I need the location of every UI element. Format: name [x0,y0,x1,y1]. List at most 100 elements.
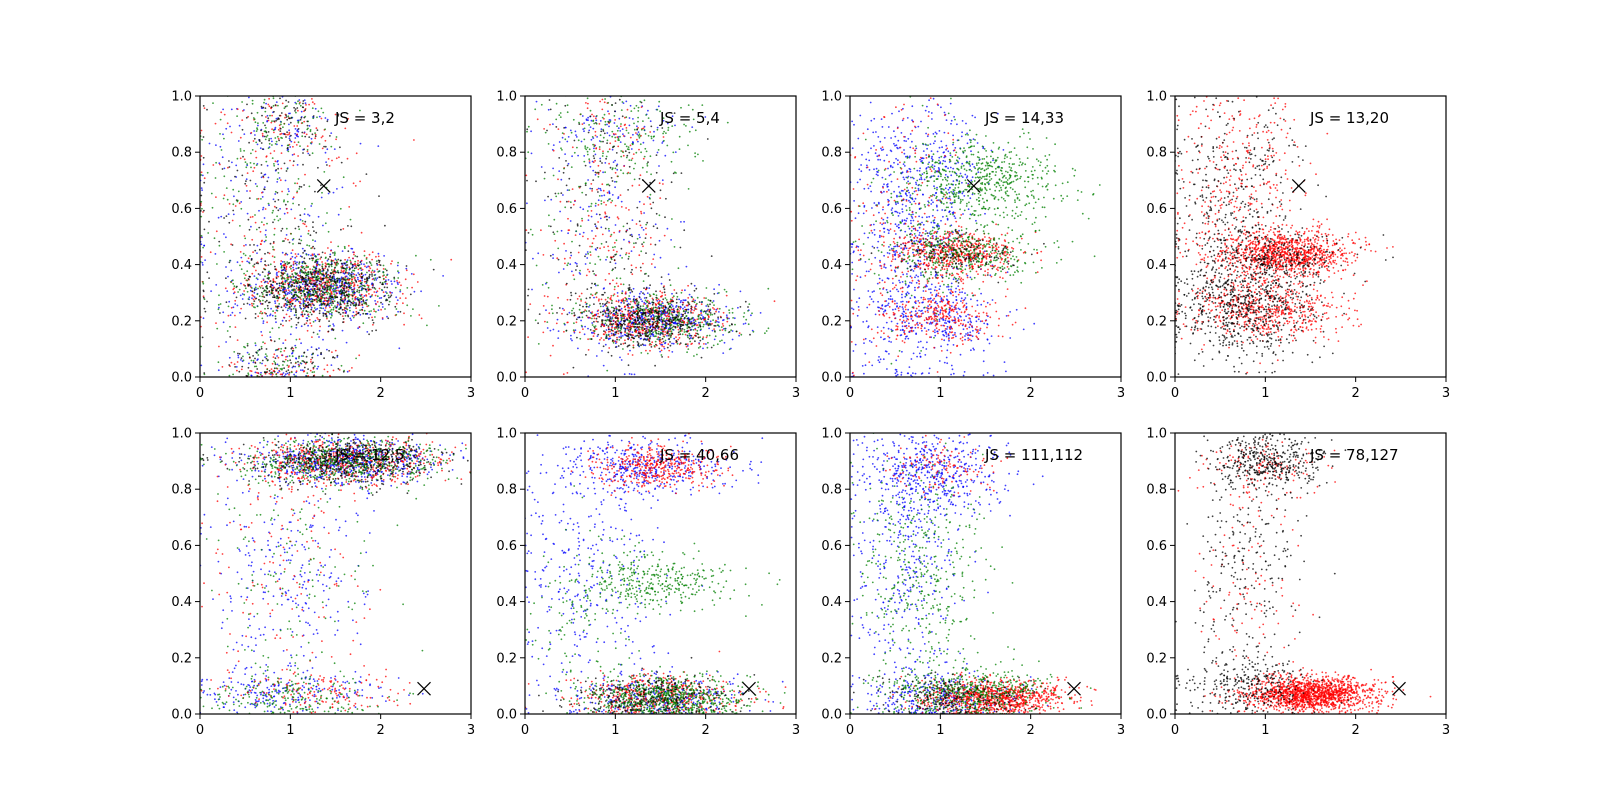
data-point [652,333,655,336]
data-point [376,264,379,266]
data-point [557,128,560,131]
data-point [345,264,347,267]
data-point [222,197,225,200]
data-point [327,230,330,233]
data-point [398,281,401,284]
data-point [658,165,660,167]
data-point [206,271,209,274]
data-point [284,299,287,301]
data-point [316,333,319,335]
data-point [540,166,543,168]
data-point [274,281,277,283]
data-point [223,217,226,219]
data-point [341,250,344,253]
data-point [637,140,639,143]
data-point [684,289,686,292]
data-point [296,164,299,166]
data-point [292,66,294,68]
data-point [293,285,296,288]
data-point [587,214,590,217]
data-point [332,308,335,311]
data-point [253,130,256,132]
data-point [231,219,234,222]
data-point [275,119,277,122]
data-point [333,275,335,278]
data-point [272,296,274,299]
data-point [245,178,248,181]
data-point [333,277,336,280]
data-point [267,176,270,179]
data-point [318,329,321,332]
data-point [660,282,663,285]
data-point [614,186,616,189]
data-point [621,335,624,337]
data-point [574,261,577,264]
data-point [360,300,363,303]
data-point [670,239,672,241]
data-point [626,332,628,334]
scatter-panel-2: 0 1 2 30.00.20.40.60.81.0JS = 5,4 [496,90,800,402]
data-point [292,202,294,205]
data-point [388,303,390,306]
data-point [307,230,310,232]
y-tick-label: 1.0 [171,90,192,105]
data-point [334,305,336,307]
data-point [589,317,592,319]
data-point [531,92,533,94]
data-point [297,141,300,144]
data-point [253,291,256,294]
data-point [682,307,684,310]
data-point [326,120,329,123]
data-point [305,355,308,358]
data-point [304,296,307,299]
data-point [262,299,264,302]
data-point [229,281,232,283]
data-point [264,263,266,266]
data-point [613,326,616,329]
data-point [320,184,322,187]
data-point [382,268,385,270]
data-point [594,134,597,137]
data-point [336,269,339,272]
data-point [295,361,297,364]
data-point [321,135,324,138]
data-point [303,223,306,226]
data-point [351,315,354,317]
data-point [273,205,276,208]
data-point [374,316,376,318]
data-point [352,182,355,185]
data-point [358,299,361,302]
data-point [298,284,301,287]
data-point [637,301,640,304]
data-point [305,361,308,364]
data-point [361,306,364,309]
data-point [236,361,239,363]
data-point [610,201,612,204]
data-point [326,284,328,287]
data-point [303,132,306,135]
data-point [291,154,294,156]
data-point [261,295,264,298]
data-point [338,311,341,314]
data-point [625,127,628,129]
data-point [561,307,564,310]
data-point [638,330,640,333]
data-point [281,144,283,147]
data-point [335,259,338,262]
data-point [297,120,300,123]
data-point [569,220,572,222]
data-point [327,273,330,276]
data-point [666,317,668,320]
data-point [332,55,334,57]
data-point [250,258,253,260]
data-point [326,118,329,121]
data-point [342,287,345,290]
data-point [325,265,327,268]
data-point [573,278,576,281]
data-point [597,309,600,312]
data-point [552,167,554,170]
data-point [331,277,334,279]
data-point [274,363,277,366]
data-point [267,251,269,254]
data-point [694,305,697,308]
